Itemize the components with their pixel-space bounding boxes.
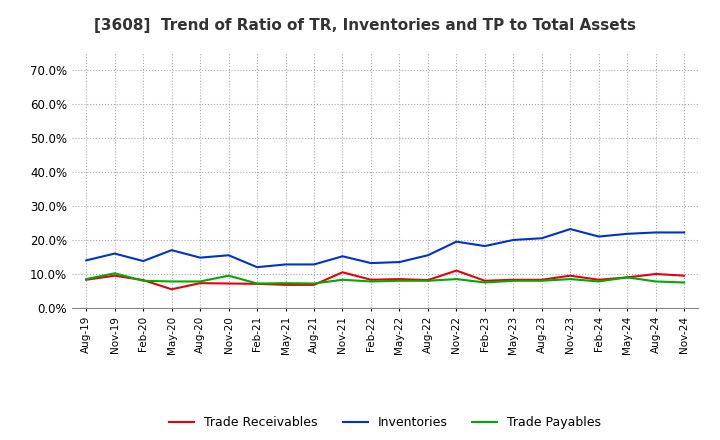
Trade Receivables bbox=[366, 277, 375, 282]
Trade Receivables bbox=[680, 273, 688, 279]
Trade Receivables bbox=[566, 273, 575, 279]
Trade Payables bbox=[139, 278, 148, 283]
Trade Receivables bbox=[452, 268, 461, 273]
Line: Trade Receivables: Trade Receivables bbox=[86, 271, 684, 289]
Inventories bbox=[139, 258, 148, 264]
Inventories bbox=[595, 234, 603, 239]
Inventories bbox=[82, 258, 91, 263]
Trade Receivables bbox=[110, 273, 119, 279]
Inventories bbox=[652, 230, 660, 235]
Inventories bbox=[566, 227, 575, 232]
Trade Receivables bbox=[82, 277, 91, 282]
Trade Payables bbox=[566, 276, 575, 282]
Trade Payables bbox=[423, 278, 432, 283]
Trade Receivables bbox=[196, 281, 204, 286]
Inventories bbox=[338, 253, 347, 259]
Trade Payables bbox=[452, 276, 461, 282]
Inventories bbox=[167, 248, 176, 253]
Inventories bbox=[452, 239, 461, 244]
Inventories bbox=[480, 243, 489, 249]
Trade Payables bbox=[167, 279, 176, 284]
Inventories bbox=[225, 253, 233, 258]
Trade Payables bbox=[623, 275, 631, 280]
Trade Payables bbox=[680, 280, 688, 285]
Trade Receivables bbox=[509, 277, 518, 282]
Inventories bbox=[110, 251, 119, 256]
Inventories bbox=[282, 262, 290, 267]
Trade Payables bbox=[537, 278, 546, 283]
Trade Receivables bbox=[480, 278, 489, 283]
Trade Payables bbox=[338, 277, 347, 282]
Trade Receivables bbox=[310, 282, 318, 287]
Inventories bbox=[537, 235, 546, 241]
Inventories bbox=[423, 253, 432, 258]
Trade Receivables bbox=[338, 270, 347, 275]
Trade Payables bbox=[110, 271, 119, 276]
Legend: Trade Receivables, Inventories, Trade Payables: Trade Receivables, Inventories, Trade Pa… bbox=[164, 411, 606, 434]
Trade Payables bbox=[225, 273, 233, 279]
Trade Receivables bbox=[623, 275, 631, 280]
Trade Receivables bbox=[595, 277, 603, 282]
Inventories bbox=[623, 231, 631, 236]
Trade Payables bbox=[480, 280, 489, 285]
Trade Payables bbox=[652, 279, 660, 284]
Inventories bbox=[196, 255, 204, 260]
Trade Receivables bbox=[167, 286, 176, 292]
Trade Payables bbox=[253, 281, 261, 286]
Line: Inventories: Inventories bbox=[86, 229, 684, 267]
Trade Payables bbox=[282, 281, 290, 286]
Trade Payables bbox=[509, 278, 518, 283]
Trade Receivables bbox=[225, 281, 233, 286]
Trade Payables bbox=[196, 279, 204, 284]
Trade Receivables bbox=[395, 276, 404, 282]
Inventories bbox=[509, 237, 518, 242]
Inventories bbox=[310, 262, 318, 267]
Trade Receivables bbox=[537, 277, 546, 282]
Trade Payables bbox=[395, 278, 404, 283]
Trade Payables bbox=[366, 279, 375, 284]
Inventories bbox=[366, 260, 375, 266]
Inventories bbox=[253, 264, 261, 270]
Trade Payables bbox=[82, 276, 91, 282]
Trade Receivables bbox=[253, 281, 261, 286]
Inventories bbox=[395, 260, 404, 265]
Inventories bbox=[680, 230, 688, 235]
Trade Payables bbox=[595, 279, 603, 284]
Trade Receivables bbox=[139, 278, 148, 283]
Text: [3608]  Trend of Ratio of TR, Inventories and TP to Total Assets: [3608] Trend of Ratio of TR, Inventories… bbox=[94, 18, 636, 33]
Trade Receivables bbox=[282, 282, 290, 287]
Trade Receivables bbox=[423, 278, 432, 283]
Trade Receivables bbox=[652, 271, 660, 277]
Trade Payables bbox=[310, 281, 318, 286]
Line: Trade Payables: Trade Payables bbox=[86, 273, 684, 283]
